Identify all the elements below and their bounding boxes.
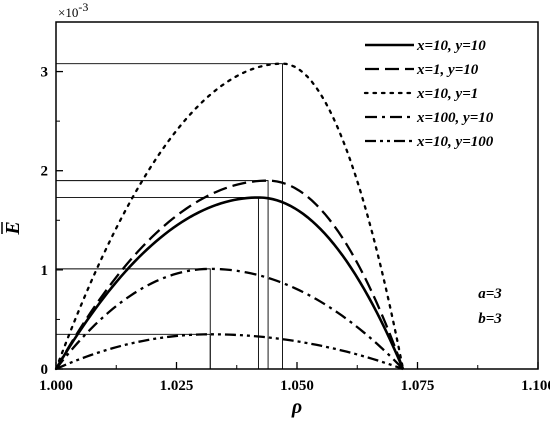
series-line-1 (54, 196, 405, 370)
x-tick-label-5: 1.100 (521, 378, 550, 394)
legend-label-5: x=10, y=100 (416, 134, 494, 150)
x-tick-label-3: 1.050 (280, 378, 314, 394)
x-tick-label-4: 1.075 (401, 378, 435, 394)
annotation-a: a=3 (478, 286, 502, 302)
series-line-2 (55, 179, 405, 370)
legend-label-4: x=100, y=10 (416, 110, 494, 126)
series-line-3 (54, 62, 405, 371)
series-line-4 (55, 267, 404, 370)
legend-label-3: x=10, y=1 (416, 86, 478, 102)
y-tick-label-4: 3 (41, 65, 49, 81)
annotation-b: b=3 (478, 311, 502, 327)
y-tick-label-3: 2 (41, 164, 49, 180)
peak-guide-5 (56, 333, 211, 369)
y-axis-title: E (1, 221, 24, 236)
peak-guide-3 (56, 63, 283, 369)
peak-guide-4 (56, 268, 211, 369)
peak-guide-2 (56, 180, 269, 369)
legend-label-2: x=1, y=10 (416, 62, 479, 78)
x-tick-label-2: 1.025 (160, 378, 194, 394)
y-multiplier: ×10-3 (58, 0, 88, 20)
legend-label-1: x=10, y=10 (416, 38, 486, 54)
peak-guide-1 (56, 197, 259, 369)
legend: x=10, y=10 x=1, y=10 x=10, y=1 x=100, y=10 x… (363, 38, 494, 150)
y-tick-label-2: 1 (41, 263, 49, 279)
x-tick-label-1: 1.000 (39, 378, 73, 394)
series-line-5 (55, 333, 404, 371)
y-tick-label-1: 0 (41, 362, 49, 378)
y-axis-title-text: E (2, 221, 24, 235)
x-axis-title: ρ (291, 396, 302, 418)
